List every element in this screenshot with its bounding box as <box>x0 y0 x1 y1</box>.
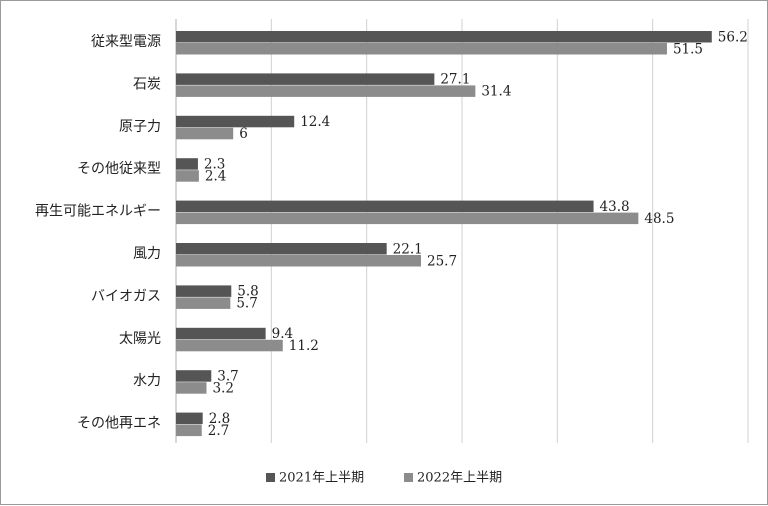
legend-swatch-series-2 <box>404 473 413 482</box>
data-label-series-1: 2.8 <box>209 411 230 427</box>
bar-series-2 <box>176 382 207 394</box>
bar-series-1 <box>176 370 212 382</box>
data-label-series-1: 5.8 <box>237 284 258 300</box>
data-label-series-1: 9.4 <box>272 326 293 342</box>
bar-series-2 <box>176 170 199 182</box>
category-label: 再生可能エネルギー <box>35 204 161 220</box>
data-label-series-2: 2.7 <box>208 423 229 439</box>
bar-series-2 <box>176 43 667 55</box>
data-label-series-2: 31.4 <box>481 84 511 100</box>
bar-series-2 <box>176 297 231 309</box>
bar-series-1 <box>176 158 198 170</box>
category-label: 風力 <box>133 246 161 262</box>
data-label-series-1: 22.1 <box>393 241 423 257</box>
category-label: その他再エネ <box>77 416 161 432</box>
data-label-series-1: 2.3 <box>204 156 225 172</box>
bar-series-1 <box>176 285 232 297</box>
bar-series-2 <box>176 85 476 97</box>
data-label-series-2: 3.2 <box>213 380 234 396</box>
data-label-series-1: 12.4 <box>300 114 330 130</box>
bar-series-1 <box>176 73 435 85</box>
data-label-series-2: 5.7 <box>236 296 257 312</box>
data-label-series-2: 6 <box>239 126 248 142</box>
bar-series-2 <box>176 255 422 267</box>
data-label-series-2: 25.7 <box>427 253 457 269</box>
category-label: 太陽光 <box>119 331 161 347</box>
category-label: 従来型電源 <box>91 34 161 50</box>
legend-label-series-1: 2021年上半期 <box>279 471 364 486</box>
bar-series-1 <box>176 412 203 425</box>
category-label: バイオガス <box>91 288 161 304</box>
category-label: 石炭 <box>133 76 161 92</box>
data-label-series-1: 43.8 <box>600 199 630 215</box>
data-label-series-1: 3.7 <box>217 368 238 384</box>
category-label: 水力 <box>133 373 161 389</box>
legend-label-series-2: 2022年上半期 <box>417 471 502 486</box>
data-label-series-1: 27.1 <box>440 72 470 88</box>
category-label: その他従来型 <box>77 161 161 177</box>
bar-series-2 <box>176 339 283 352</box>
legend-swatch-series-1 <box>266 473 275 482</box>
category-label: 原子力 <box>119 119 161 135</box>
bar-series-2 <box>176 424 202 437</box>
bar-series-1 <box>176 31 712 43</box>
bar-series-1 <box>176 243 387 255</box>
data-label-series-2: 51.5 <box>673 41 703 57</box>
bar-series-2 <box>176 212 639 225</box>
data-label-series-2: 11.2 <box>289 338 319 354</box>
data-label-series-2: 48.5 <box>644 211 674 227</box>
bar-series-1 <box>176 327 266 340</box>
data-label-series-2: 2.4 <box>205 168 226 184</box>
data-label-series-1: 56.2 <box>718 29 748 45</box>
bar-series-2 <box>176 127 234 140</box>
bar-series-1 <box>176 200 594 213</box>
bar-series-1 <box>176 115 295 128</box>
